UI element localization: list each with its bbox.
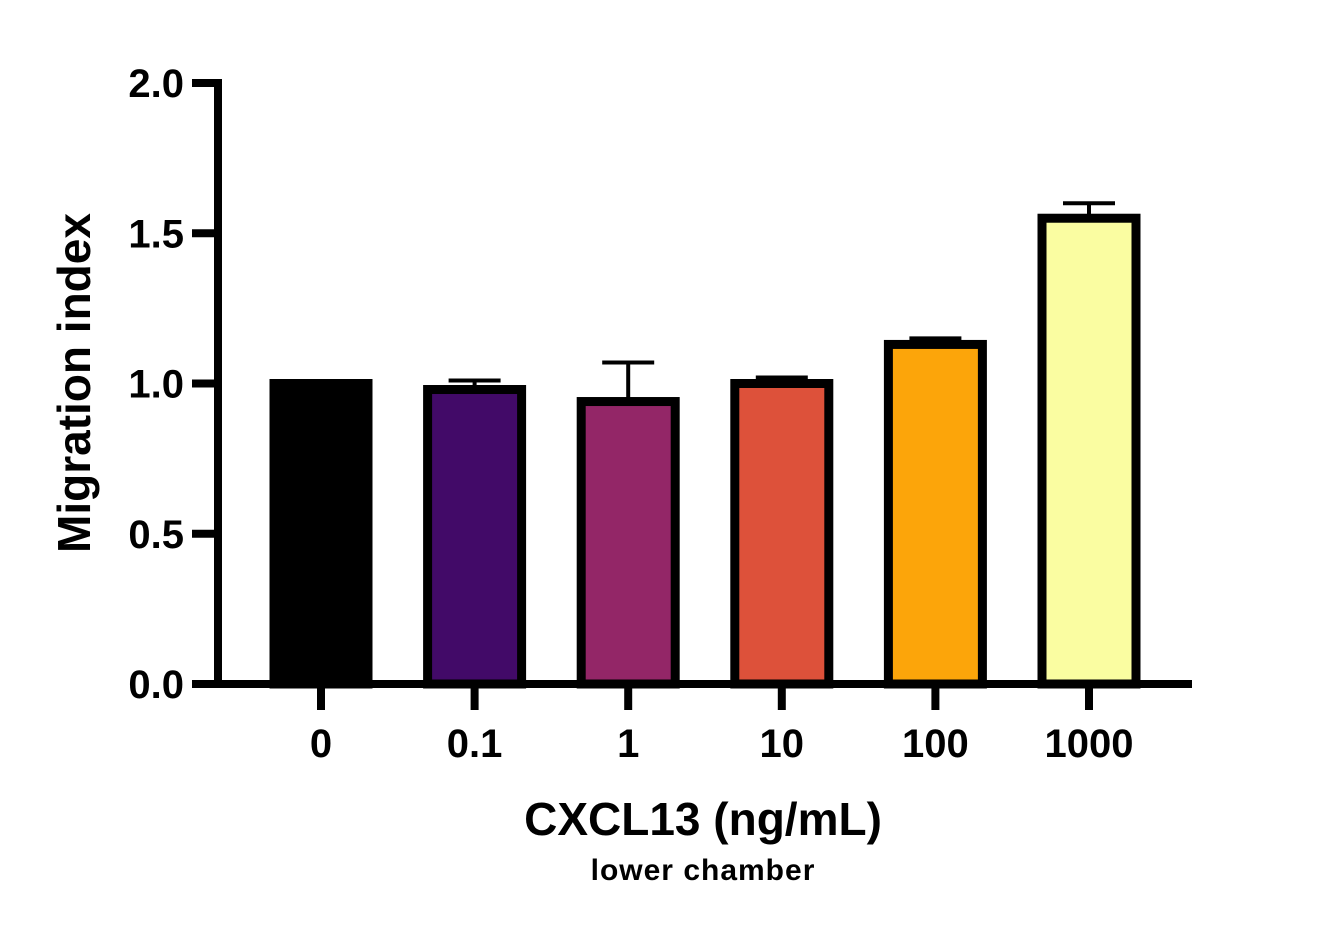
x-tick-label: 1000	[1045, 722, 1134, 766]
bar	[1037, 213, 1141, 689]
error-bars	[448, 201, 1115, 402]
x-tick-label: 1	[617, 722, 639, 766]
bar	[730, 379, 834, 689]
x-tick-label: 100	[902, 722, 969, 766]
y-axis-label: Migration index	[48, 213, 100, 553]
x-tick-label: 10	[760, 722, 805, 766]
y-tick-label: 1.5	[128, 212, 184, 256]
bar	[883, 339, 987, 689]
x-axis-sublabel: lower chamber	[591, 854, 816, 887]
bar	[423, 385, 527, 689]
x-tick-label: 0	[310, 722, 332, 766]
y-tick-label: 0.5	[128, 513, 184, 557]
y-tick-label: 2.0	[128, 62, 184, 106]
x-axis: 0 0.1 1 10 100 1000	[214, 680, 1192, 766]
y-tick-label: 0.0	[128, 663, 184, 707]
x-tick-label: 0.1	[447, 722, 503, 766]
y-axis: 0.0 0.5 1.0 1.5 2.0	[128, 62, 222, 707]
bar	[576, 397, 680, 689]
bars	[269, 213, 1141, 689]
y-tick-label: 1.0	[128, 363, 184, 407]
x-axis-label: CXCL13 (ng/mL)	[524, 793, 882, 845]
bar	[269, 379, 373, 689]
